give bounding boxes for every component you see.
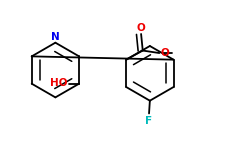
Text: O: O xyxy=(160,48,169,58)
Text: F: F xyxy=(146,116,152,126)
Text: HO: HO xyxy=(50,78,68,88)
Text: N: N xyxy=(51,32,60,42)
Text: O: O xyxy=(137,23,145,33)
